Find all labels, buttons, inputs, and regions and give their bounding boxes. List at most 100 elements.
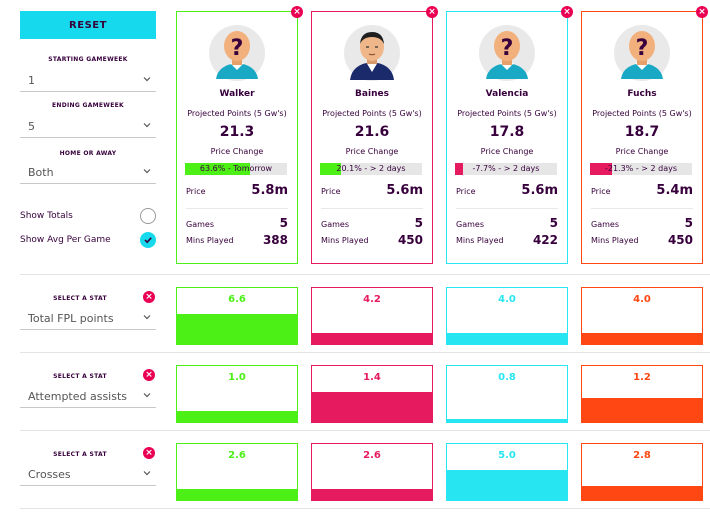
chevron-down-icon [143,393,151,398]
price-change-bar: -7.7% - > 2 days [455,163,557,175]
stat-value-box: 0.8 [446,365,568,423]
stat-select[interactable]: Total FPL points [20,308,156,330]
ending-gameweek-label: ENDING GAMEWEEK [52,102,124,109]
stat-value: 4.0 [633,294,651,305]
price-label: Price [321,187,341,196]
games-value: 5 [549,216,558,230]
card-divider [186,208,288,209]
stat-value-box: 2.6 [176,443,298,501]
projected-points-label: Projected Points (5 Gw's) [457,109,557,118]
stat-bar-fill [447,470,567,500]
starting-gameweek-select[interactable]: 1 [20,70,156,92]
stat-select-value: Total FPL points [28,312,114,325]
stat-select-value: Crosses [28,468,71,481]
remove-player-close-icon[interactable]: × [561,6,573,18]
card-divider [591,208,693,209]
mins-played-value: 450 [667,233,693,247]
mins-played-value: 450 [397,233,423,247]
stat-bar-fill [312,333,432,344]
stat-value: 4.0 [498,294,516,305]
unknown-player-avatar: ? [614,25,670,81]
card-divider [321,208,423,209]
price-value: 5.8m [251,183,288,198]
stat-value: 2.6 [228,450,246,461]
stat-value-box: 1.4 [311,365,433,423]
stat-value-box: 1.0 [176,365,298,423]
stat-value-box: 4.2 [311,287,433,345]
mins-played-value: 388 [262,233,288,247]
stat-value: 0.8 [498,372,516,383]
remove-stat-close-icon[interactable]: × [143,447,155,459]
stat-select[interactable]: Attempted assists [20,386,156,408]
stat-value: 2.6 [363,450,381,461]
show-avg-label: Show Avg Per Game [20,235,111,245]
stat-value-box: 1.2 [581,365,703,423]
stat-bar-fill [177,411,297,422]
games-value: 5 [279,216,288,230]
player-name: Valencia [485,89,529,99]
projected-points-label: Projected Points (5 Gw's) [187,109,287,118]
player-card: × ? Fuchs Projected Points (5 Gw's) 18.7… [581,6,708,264]
chevron-down-icon [143,77,151,82]
select-a-stat-label: SELECT A STAT [53,373,107,380]
stat-select[interactable]: Crosses [20,464,156,486]
price-change-bar: -21.3% - > 2 days [590,163,692,175]
mins-played-label: Mins Played [456,236,504,245]
show-avg-toggle[interactable]: Show Avg Per Game [20,232,156,248]
price-value: 5.6m [521,183,558,198]
projected-points-value: 18.7 [624,124,660,140]
price-change-bar: 20.1% - > 2 days [320,163,422,175]
chevron-down-icon [143,315,151,320]
mins-played-label: Mins Played [186,236,234,245]
stat-value-box: 5.0 [446,443,568,501]
stat-value: 1.2 [633,372,651,383]
select-a-stat-label: SELECT A STAT [53,451,107,458]
divider [20,274,710,275]
stat-value-box: 2.8 [581,443,703,501]
home-away-select[interactable]: Both [20,162,156,184]
stat-bar-fill [312,392,432,422]
price-change-fill [320,163,341,175]
ending-gameweek-select[interactable]: 5 [20,116,156,138]
games-label: Games [591,220,619,229]
player-name: Walker [219,89,255,99]
price-label: Price [186,187,206,196]
stat-value: 2.8 [633,450,651,461]
stat-bar-fill [582,398,702,422]
stat-bar-fill [177,314,297,344]
price-change-fill [185,163,250,175]
price-change-fill [455,163,463,175]
divider [20,508,710,509]
ending-gameweek-value: 5 [28,120,35,133]
reset-button[interactable]: RESET [20,11,156,39]
stat-bar-fill [447,419,567,422]
player-photo-avatar [344,25,400,81]
chevron-down-icon [143,123,151,128]
checkmark-icon[interactable] [140,232,156,248]
projected-points-label: Projected Points (5 Gw's) [592,109,692,118]
remove-stat-close-icon[interactable]: × [143,369,155,381]
show-totals-toggle[interactable]: Show Totals [20,208,156,224]
games-value: 5 [684,216,693,230]
player-card: × ? Valencia Projected Points (5 Gw's) 1… [446,6,573,264]
stat-value: 1.4 [363,372,381,383]
price-change-bar: 63.6% - Tomorrow [185,163,287,175]
price-change-text: 20.1% - > 2 days [336,164,406,173]
remove-player-close-icon[interactable]: × [426,6,438,18]
unchecked-radio-icon[interactable] [140,208,156,224]
remove-player-close-icon[interactable]: × [291,6,303,18]
svg-text:?: ? [231,36,244,61]
remove-stat-close-icon[interactable]: × [143,291,155,303]
home-away-label: HOME OR AWAY [59,150,117,157]
games-label: Games [186,220,214,229]
stat-bar-fill [582,486,702,500]
chevron-down-icon [143,471,151,476]
price-value: 5.4m [656,183,693,198]
remove-player-close-icon[interactable]: × [696,6,708,18]
player-name: Fuchs [627,89,657,99]
projected-points-value: 21.3 [219,124,255,140]
stat-value: 6.6 [228,294,246,305]
price-change-label: Price Change [345,147,399,156]
price-change-text: 63.6% - Tomorrow [199,164,273,173]
select-a-stat-label: SELECT A STAT [53,295,107,302]
